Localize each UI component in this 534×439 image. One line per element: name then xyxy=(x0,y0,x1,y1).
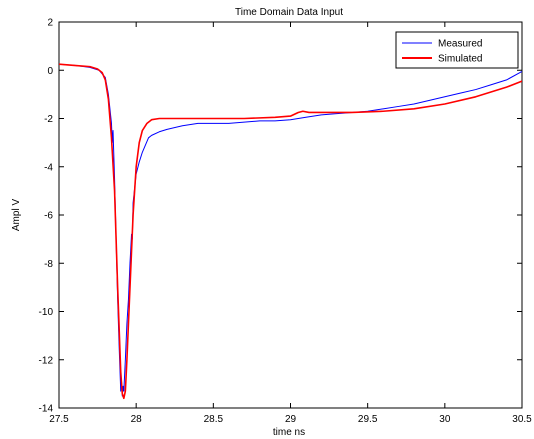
y-tick-label: -10 xyxy=(39,307,54,318)
x-tick-label: 28.5 xyxy=(204,414,224,425)
x-tick-label: 30.5 xyxy=(512,414,532,425)
chart-title: Time Domain Data Input xyxy=(235,7,343,18)
y-tick-label: -14 xyxy=(39,404,54,415)
y-tick-label: -12 xyxy=(39,355,54,366)
plot-area xyxy=(58,21,523,409)
y-tick-label: 0 xyxy=(47,66,53,77)
y-axis-label: Ampl V xyxy=(11,199,22,232)
y-tick-label: -2 xyxy=(44,114,53,125)
y-tick-label: -6 xyxy=(44,211,53,222)
legend-box xyxy=(395,31,519,69)
legend-label-measured: Measured xyxy=(438,39,482,50)
series-lines xyxy=(59,63,522,400)
series-line-simulated xyxy=(59,63,522,400)
legend-label-simulated: Simulated xyxy=(438,54,482,65)
x-tick-label: 29.5 xyxy=(358,414,378,425)
axis-ticks xyxy=(58,21,523,409)
x-axis-label: time ns xyxy=(273,427,305,438)
y-tick-label: -4 xyxy=(44,162,53,173)
x-tick-label: 29 xyxy=(285,414,297,425)
axis-tick-labels: 27.5 28 28.5 29 29.5 30 30.5 -14 -12 -10 -8 -6 -4 -2 0… xyxy=(39,18,533,426)
legend: Measured Simulated xyxy=(395,31,519,69)
x-tick-label: 27.5 xyxy=(49,414,69,425)
y-tick-label: -8 xyxy=(44,259,53,270)
y-tick-label: 2 xyxy=(47,18,53,29)
x-tick-label: 28 xyxy=(131,414,143,425)
x-tick-label: 30 xyxy=(439,414,451,425)
